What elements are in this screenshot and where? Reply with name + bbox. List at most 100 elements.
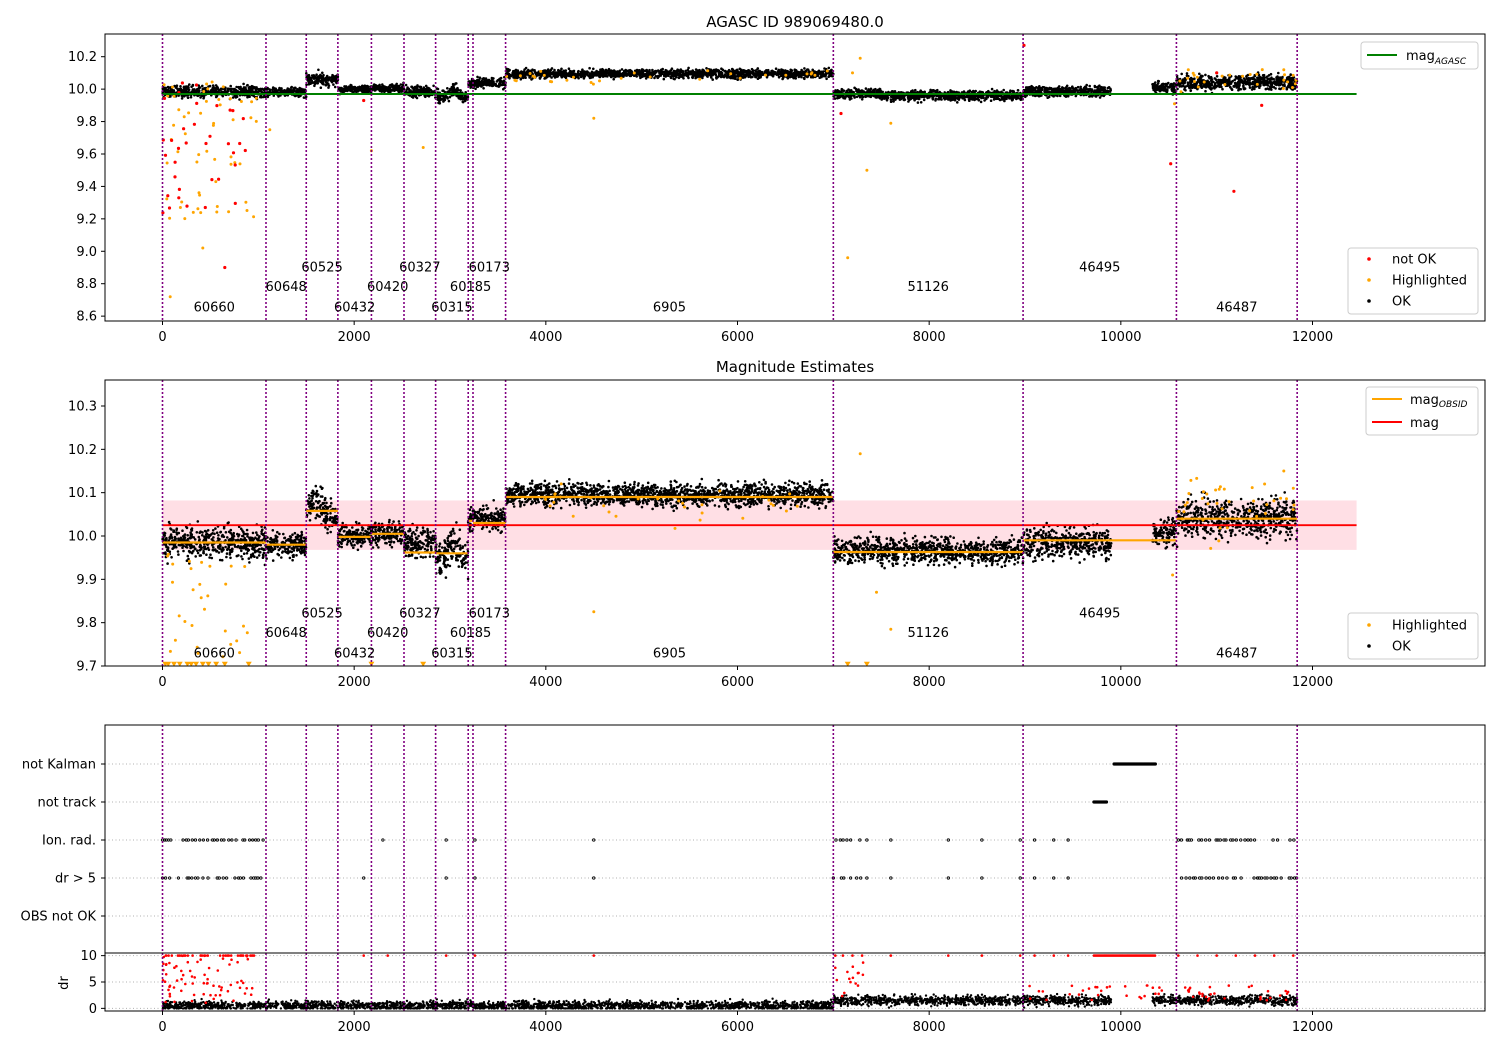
obsid-boundaries-panel-3 [161, 725, 1298, 953]
obsid-label: 60525 [301, 607, 342, 622]
y-tick-label: 9.8 [76, 115, 97, 130]
panel-2-frame [104, 379, 1486, 667]
y-tick-label: 10.2 [68, 50, 97, 65]
obsid-label: 60185 [450, 280, 491, 295]
y-tick-label: 10.0 [68, 530, 97, 545]
flag-category-label: OBS not OK [21, 910, 97, 925]
y-axis-panel-2: 9.7 9.8 9.9 10.0 10.1 10.2 10.3 [68, 400, 105, 675]
legend-label-mag-obsid: magOBSID [1410, 393, 1468, 410]
x-axis-panel-4: 0 2000 4000 6000 8000 10000 12000 [158, 1011, 1333, 1035]
x-tick-label: 4000 [529, 675, 562, 690]
legend-marker [1367, 299, 1371, 303]
x-tick-label: 10000 [1100, 330, 1141, 345]
obsid-label: 60648 [265, 280, 306, 295]
x-axis-panel-2: 0 2000 4000 6000 8000 10000 12000 [158, 666, 1333, 690]
y-tick-label: 10.3 [68, 400, 97, 415]
legend-box [1347, 247, 1479, 315]
obsid-label: 60327 [399, 261, 440, 276]
panel-2-plot-area [161, 452, 1357, 666]
legend-marker [1367, 278, 1371, 282]
y-tick-label: 9.9 [76, 573, 97, 588]
y-tick-label: 8.6 [76, 310, 97, 325]
x-tick-label: 4000 [529, 1020, 562, 1035]
obsid-label: 46487 [1216, 646, 1257, 661]
dr-flagged-points [161, 954, 1295, 1004]
panel-3-plot-area [105, 762, 1485, 917]
y-tick-label: 10.1 [68, 486, 97, 501]
x-tick-label: 6000 [721, 330, 754, 345]
x-tick-label: 4000 [529, 330, 562, 345]
x-tick-label: 8000 [913, 675, 946, 690]
obsid-label: 60648 [265, 626, 306, 641]
obsid-label: 60420 [367, 626, 408, 641]
y-tick-label: 10.2 [68, 443, 97, 458]
legend-marker [1367, 257, 1371, 261]
panel-1-legend-top: magAGASC [1360, 41, 1479, 70]
panel-1-title: AGASC ID 989069480.0 [706, 13, 884, 31]
obsid-label: 60525 [301, 261, 342, 276]
y-tick-label: 9.4 [76, 180, 97, 195]
obsid-label: 60173 [469, 261, 510, 276]
panel-4-plot-area [105, 954, 1485, 1010]
panel-2-legend-bottom: Highlighted OK [1347, 612, 1479, 660]
legend-label: OK [1392, 295, 1411, 310]
x-tick-label: 10000 [1100, 675, 1141, 690]
y-axis-panel-3: not Kalman not track Ion. rad. dr > 5 OBS no… [21, 758, 105, 925]
x-tick-label: 6000 [721, 675, 754, 690]
obsid-label: 60432 [334, 646, 375, 661]
legend-label: not OK [1392, 253, 1437, 268]
y-tick-label: 9.2 [76, 212, 97, 227]
obsid-label: 51126 [908, 626, 949, 641]
y-tick-label: 8.8 [76, 277, 97, 292]
obsid-label: 6905 [653, 646, 686, 661]
highlighted-points [166, 452, 1296, 659]
legend-box [1360, 41, 1479, 70]
panel-1-plot-area [161, 43, 1357, 299]
flag-markers-0 [1112, 762, 1157, 766]
panel-4-ylabel: dr [57, 976, 72, 990]
obsid-labels-panel-1: 60660 60648 60525 60432 60420 60327 60315 60185… [194, 261, 1258, 316]
flag-category-label: dr > 5 [55, 872, 96, 887]
x-tick-label: 8000 [913, 1020, 946, 1035]
obsid-label: 60420 [367, 280, 408, 295]
obsid-label: 60315 [431, 646, 472, 661]
x-tick-label: 8000 [913, 330, 946, 345]
obsid-label: 6905 [653, 300, 686, 315]
flag-category-label: not Kalman [22, 758, 96, 773]
x-tick-label: 12000 [1292, 1020, 1333, 1035]
legend-label: OK [1392, 640, 1411, 655]
obsid-label: 51126 [908, 280, 949, 295]
y-tick-label: 0 [89, 1002, 97, 1017]
obsid-label: 60315 [431, 300, 472, 315]
panel-2-legend-top: magOBSID mag [1365, 386, 1479, 436]
obsid-label: 60173 [469, 607, 510, 622]
obsid-label: 60327 [399, 607, 440, 622]
y-axis-panel-4: 0 5 10 [80, 949, 105, 1017]
legend-label: Highlighted [1392, 619, 1467, 634]
y-tick-label: 5 [89, 976, 97, 991]
x-tick-label: 12000 [1292, 330, 1333, 345]
x-tick-label: 6000 [721, 1020, 754, 1035]
obsid-label: 60185 [450, 626, 491, 641]
y-tick-label: 9.7 [76, 660, 97, 675]
legend-box [1347, 612, 1479, 660]
obsid-label: 60432 [334, 300, 375, 315]
y-tick-label: 10 [80, 949, 97, 964]
ok-points [161, 66, 1299, 105]
obsid-label: 46487 [1216, 300, 1257, 315]
x-tick-label: 2000 [338, 1020, 371, 1035]
x-tick-label: 0 [158, 675, 166, 690]
x-tick-label: 2000 [338, 330, 371, 345]
ok-points [161, 477, 1299, 581]
y-tick-label: 10.0 [68, 83, 97, 98]
legend-label: Highlighted [1392, 274, 1467, 289]
x-tick-label: 0 [158, 330, 166, 345]
y-tick-label: 9.8 [76, 616, 97, 631]
panel-1-frame [104, 33, 1486, 322]
x-tick-label: 2000 [338, 675, 371, 690]
panel-1-legend-bottom: not OK Highlighted OK [1347, 247, 1479, 315]
x-tick-label: 12000 [1292, 675, 1333, 690]
flag-markers-3 [160, 876, 1299, 880]
obsid-label: 60660 [194, 300, 235, 315]
